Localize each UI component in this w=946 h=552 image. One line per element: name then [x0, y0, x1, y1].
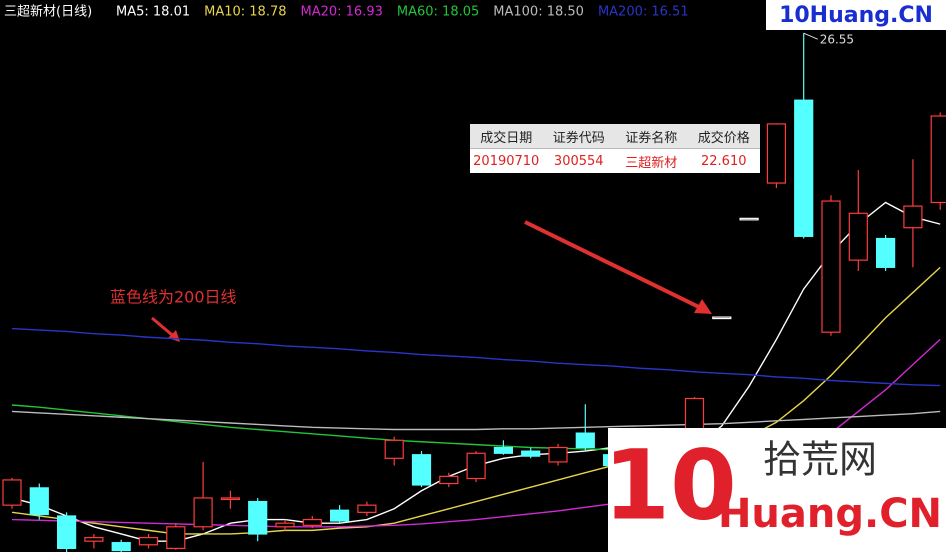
cell: 22.610	[701, 153, 747, 169]
table-header: 成交日期 证券代码 证券名称 成交价格	[470, 124, 760, 149]
header-cell: 证券名称	[625, 130, 678, 146]
candle-body	[384, 439, 404, 459]
candle-body	[56, 515, 77, 549]
candle-body	[930, 115, 946, 204]
candle-body	[248, 500, 268, 535]
logo-bg	[608, 428, 946, 552]
cell: 20190710	[473, 153, 540, 169]
ma-line	[11, 410, 941, 431]
candle-body	[466, 452, 486, 480]
legend-entry: MA20: 16.93	[301, 5, 383, 20]
watermark-bg	[766, 0, 946, 30]
legend-entry: MA60: 18.05	[397, 5, 479, 20]
candle-body	[193, 497, 213, 528]
logo-name: 拾荒网	[763, 438, 877, 482]
candle-body	[411, 454, 432, 486]
watermark: 10Huang.CN	[779, 3, 933, 28]
candle-body	[111, 542, 131, 552]
logo-number: 10	[603, 429, 737, 541]
candle-body	[848, 212, 868, 261]
legend-entry: MA5: 18.01	[116, 5, 190, 20]
candle-body	[875, 237, 896, 268]
arrow	[524, 220, 706, 312]
candle-body	[275, 522, 295, 528]
candle-body	[302, 518, 322, 526]
candle-body	[29, 487, 49, 516]
candle-body	[548, 446, 568, 463]
candle-body	[712, 316, 732, 320]
candle-body	[521, 450, 541, 457]
cell: 300554	[553, 153, 604, 169]
high-pointer	[803, 32, 818, 40]
legend-entry: MA10: 18.78	[204, 5, 286, 20]
header-cell: 成交价格	[697, 130, 750, 146]
table-row: 20190710 300554 三超新材 22.610	[470, 149, 760, 173]
candle-body	[821, 200, 841, 333]
candle-body	[166, 526, 186, 549]
legend-entry: MA200: 16.51	[598, 5, 689, 20]
candle-body	[903, 205, 923, 229]
candle-body	[493, 446, 513, 454]
arrowhead	[694, 299, 712, 314]
candle-body	[794, 99, 814, 237]
legend-entry: MA100: 18.50	[493, 5, 584, 20]
header-cell: 证券代码	[552, 130, 605, 146]
candle-body	[357, 504, 377, 513]
annotation: 蓝色线为200日线	[110, 288, 237, 307]
logo-domain: Huang.CN	[718, 491, 942, 537]
trade-table: 成交日期 证券代码 证券名称 成交价格 20190710 300554 三超新材…	[470, 124, 760, 173]
candle-body	[2, 479, 22, 506]
candle-body	[138, 536, 159, 546]
candle-body	[575, 432, 595, 449]
high-label: 26.55	[820, 33, 854, 47]
cell: 三超新材	[625, 155, 678, 171]
ma-line	[11, 327, 941, 387]
candle-body	[766, 123, 787, 184]
candle-body	[330, 509, 350, 522]
chart-title: 三超新材(日线)	[4, 4, 92, 20]
header-cell: 成交日期	[480, 130, 533, 146]
candle-body	[739, 217, 759, 221]
candle-body	[84, 536, 104, 542]
candle-body	[220, 497, 240, 501]
legend-bar	[0, 0, 946, 22]
candle-body	[439, 475, 459, 485]
